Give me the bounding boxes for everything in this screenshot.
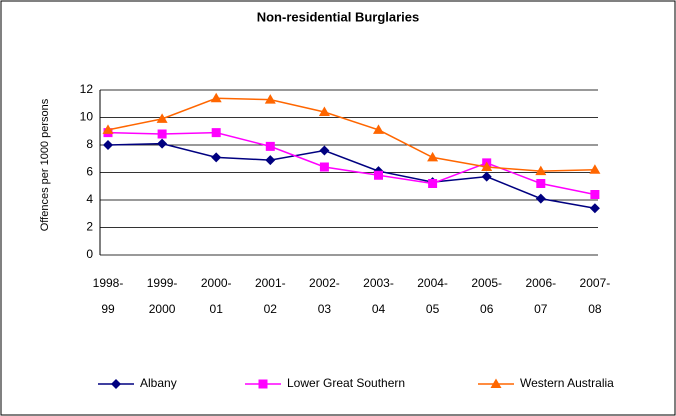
data-point xyxy=(103,140,113,150)
y-tick-label: 4 xyxy=(86,192,93,206)
data-point xyxy=(210,92,222,103)
legend-marker xyxy=(490,378,502,388)
x-tick-label: 1999- xyxy=(147,276,178,290)
x-tick-label: 2007- xyxy=(580,276,611,290)
data-point xyxy=(590,190,600,199)
data-point xyxy=(427,151,439,162)
data-point xyxy=(535,193,546,204)
data-point xyxy=(157,138,168,149)
x-tick-label: 2003- xyxy=(363,276,394,290)
x-tick-label: 1998- xyxy=(93,276,124,290)
data-point xyxy=(211,128,221,138)
legend-marker xyxy=(111,379,121,389)
series-line xyxy=(107,131,596,196)
data-point xyxy=(211,152,222,163)
data-point xyxy=(481,161,493,171)
data-point xyxy=(481,171,492,182)
x-tick-label: 05 xyxy=(426,302,440,316)
data-point xyxy=(318,106,330,116)
legend-label: Albany xyxy=(140,376,177,390)
data-point xyxy=(102,124,114,134)
y-tick-label: 0 xyxy=(86,247,93,261)
data-point xyxy=(536,179,546,188)
y-tick-label: 6 xyxy=(86,165,93,179)
data-point xyxy=(264,94,276,104)
x-tick-label: 2000- xyxy=(201,276,232,290)
data-point xyxy=(265,141,275,151)
x-tick-label: 2006- xyxy=(525,276,556,290)
x-tick-label: 06 xyxy=(480,302,494,316)
y-tick-label: 12 xyxy=(80,82,94,96)
data-point xyxy=(157,129,167,139)
data-point xyxy=(589,164,601,174)
x-tick-label: 99 xyxy=(101,302,115,316)
data-point xyxy=(319,162,329,172)
x-tick-label: 2004- xyxy=(417,276,448,290)
series-line xyxy=(107,97,595,172)
legend-marker xyxy=(258,379,268,389)
data-point xyxy=(373,124,384,134)
x-tick-label: 2000 xyxy=(149,302,176,316)
data-point xyxy=(374,170,383,180)
legend-label: Lower Great Southern xyxy=(287,376,405,390)
data-point xyxy=(428,179,438,188)
data-point xyxy=(265,155,276,166)
legend-label: Western Australia xyxy=(520,376,614,390)
data-point xyxy=(156,113,168,123)
series-line xyxy=(107,142,596,209)
x-tick-label: 08 xyxy=(588,302,602,316)
x-tick-label: 2001- xyxy=(255,276,286,290)
x-tick-label: 2002- xyxy=(309,276,340,290)
chart-title: Non-residential Burglaries xyxy=(257,9,420,24)
data-point xyxy=(535,165,547,176)
x-tick-label: 03 xyxy=(318,302,332,316)
y-tick-label: 10 xyxy=(80,110,94,124)
x-tick-label: 02 xyxy=(264,302,278,316)
x-tick-label: 01 xyxy=(210,302,224,316)
y-axis-label: Offences per 1000 persons xyxy=(39,98,51,231)
y-tick-label: 8 xyxy=(86,137,93,151)
data-point xyxy=(319,145,330,156)
data-point xyxy=(589,203,600,214)
x-tick-label: 07 xyxy=(534,302,548,316)
x-tick-label: 04 xyxy=(372,302,386,316)
y-tick-label: 2 xyxy=(86,220,93,234)
x-tick-label: 2005- xyxy=(471,276,502,290)
